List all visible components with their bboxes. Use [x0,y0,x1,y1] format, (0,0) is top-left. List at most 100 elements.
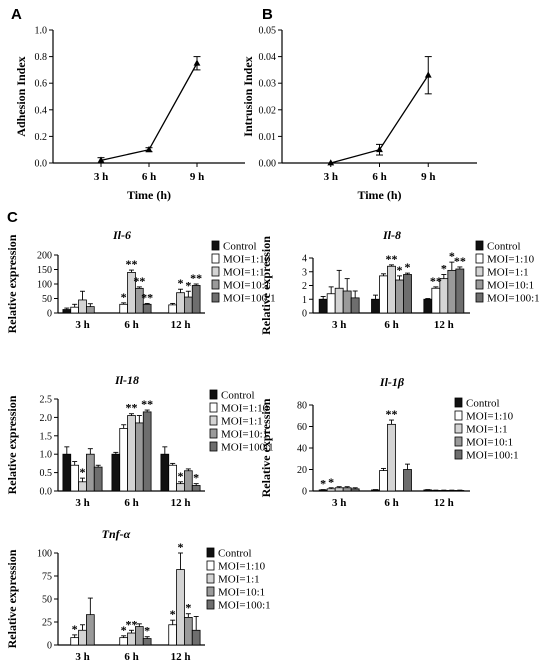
bar [62,309,72,314]
bar [176,292,185,314]
legend-label: MOI=100:1 [487,293,540,305]
legend-swatch [454,397,463,408]
data-point [424,71,432,78]
bar [111,453,121,492]
bar [127,415,136,492]
legend-swatch [206,560,215,571]
y-tick-label: 2.5 [40,395,53,406]
legend-swatch [211,253,220,264]
bar [168,304,177,314]
legend-label: Control [466,398,500,410]
legend-label: MOI=10:1 [221,429,268,441]
y-tick-label: 75 [42,572,52,583]
x-tick-label: 3 h [75,651,89,663]
significance-mark: * [170,607,176,621]
y-tick-label: 0.0 [35,159,48,170]
y-tick-label: 25 [42,618,52,629]
bar [176,569,185,646]
bar [191,629,201,646]
legend-swatch [454,449,463,460]
bar-chart-3: Il-18 0.0 0.5 1.0 1.5 2.0 2.5 3 h 6 h 12 h Relativ… [5,373,274,509]
bar [86,614,95,646]
bar [387,265,396,314]
x-tick-label: 9 h [190,171,204,183]
legend-swatch [206,547,215,558]
significance-mark: ** [133,274,145,288]
bar-chart-1: Il-6 0 50 100 150 200 3 h 6 h 12 h Relative expre… [5,228,276,333]
y-axis-title: Intrusion Index [241,56,255,136]
y-tick-label: 0 [302,309,307,320]
x-tick-label: 6 h [384,497,398,509]
significance-mark: ** [141,290,153,304]
bar [86,306,95,314]
legend-label: Control [223,241,257,253]
significance-mark: * [449,249,455,263]
x-tick-label: 3 h [94,171,108,183]
x-axis-title: Time (h) [357,188,401,202]
bar-chart-4: Il-1β 0 20 40 60 80 3 h 6 h 12 h Relative express… [259,375,519,509]
bar [395,279,404,314]
chart-title: Il-1β [379,375,405,389]
significance-mark: * [80,465,86,479]
data-point [327,159,335,166]
bar [127,632,136,646]
y-tick-label: 0 [47,309,52,320]
significance-mark: ** [454,254,466,268]
data-point [376,145,383,153]
y-tick-label: 100 [37,280,52,291]
panel-letter-c: C [7,209,18,226]
significance-mark: * [121,290,127,304]
significance-mark: ** [126,617,138,631]
legend-swatch [475,240,484,251]
legend-swatch [209,428,218,439]
y-tick-label: 0.01 [259,132,277,143]
chart-title: Il-18 [114,373,139,387]
significance-mark: ** [386,252,398,266]
x-tick-label: 12 h [171,319,191,331]
legend-label: MOI=1:1 [487,267,529,279]
significance-mark: ** [126,257,138,271]
bar [350,297,360,314]
y-tick-label: 0 [302,487,307,498]
y-tick-label: 0.4 [35,105,48,116]
bar [318,298,328,314]
x-axis-title: Time (h) [127,188,171,202]
bar [387,423,396,492]
legend-swatch [475,292,484,303]
significance-mark: * [121,623,127,637]
bar [78,629,87,646]
series-line [100,62,198,161]
x-tick-label: 6 h [124,651,138,663]
legend-swatch [206,586,215,597]
bar [168,464,177,492]
significance-mark: * [185,601,191,615]
bar-chart-5: Tnf-α 0 25 50 75 100 3 h 6 h 12 h Relative expres… [5,527,271,663]
bar [168,624,177,646]
significance-mark: * [405,260,411,274]
significance-mark: ** [126,401,138,415]
x-tick-label: 12 h [434,497,454,509]
x-tick-label: 9 h [421,171,435,183]
bar [160,453,170,492]
y-tick-label: 150 [37,265,52,276]
bar [191,485,201,492]
legend-label: Control [487,241,521,253]
x-tick-label: 6 h [142,171,156,183]
legend-swatch [209,389,218,400]
bar [403,274,412,314]
legend-swatch [475,253,484,264]
y-tick-label: 4 [302,254,307,265]
bar [119,303,128,314]
y-tick-label: 2.0 [40,413,53,424]
bar [142,638,152,646]
legend-swatch [211,279,220,290]
legend-label: MOI=1:1 [466,424,508,436]
legend-label: MOI=1:10 [221,403,269,415]
legend-swatch [211,240,220,251]
legend-label: MOI=1:1 [218,574,260,586]
bar [403,469,412,492]
significance-mark: ** [430,274,442,288]
legend-swatch [209,441,218,452]
panel-letter-a: A [11,6,22,23]
x-tick-label: 6 h [124,497,138,509]
